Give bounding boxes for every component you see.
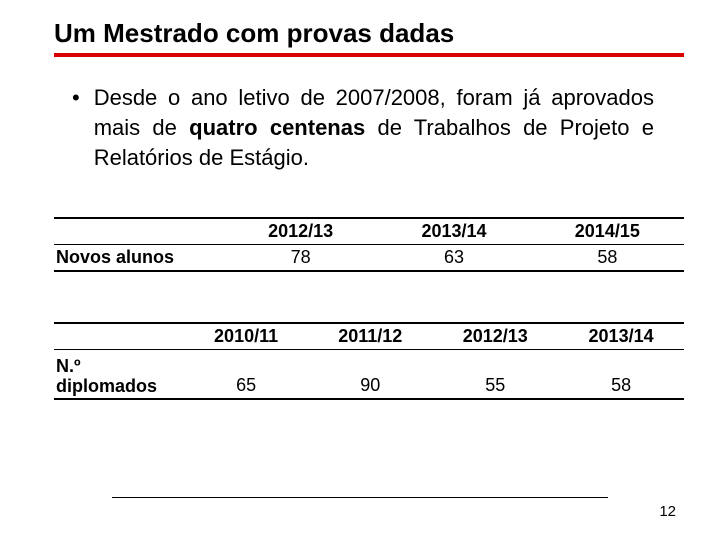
table-header: 2012/13 [432, 323, 558, 350]
table-row: 2012/13 2013/14 2014/15 [54, 218, 684, 245]
slide-title: Um Mestrado com provas dadas [54, 18, 684, 57]
bullet-block: • Desde o ano letivo de 2007/2008, foram… [64, 83, 654, 173]
table-rowlabel: Novos alunos [54, 245, 224, 272]
table-cell: 78 [224, 245, 377, 272]
bullet-marker: • [72, 83, 80, 173]
table-cell: 55 [432, 350, 558, 400]
table-cell: 58 [531, 245, 684, 272]
table-cell: 58 [558, 350, 684, 400]
table-header: 2014/15 [531, 218, 684, 245]
table-header: 2012/13 [224, 218, 377, 245]
table-header: 2011/12 [308, 323, 432, 350]
table-row: Novos alunos 78 63 58 [54, 245, 684, 272]
table-header-blank [54, 323, 184, 350]
table-row: N.º diplomados 65 90 55 58 [54, 350, 684, 400]
table-header: 2013/14 [377, 218, 530, 245]
bullet-text-bold: quatro centenas [189, 115, 365, 140]
page-number: 12 [659, 503, 676, 520]
table-header: 2013/14 [558, 323, 684, 350]
table-diplomados: 2010/11 2011/12 2012/13 2013/14 N.º dipl… [54, 322, 684, 400]
table-novos-alunos: 2012/13 2013/14 2014/15 Novos alunos 78 … [54, 217, 684, 272]
table-rowlabel: N.º diplomados [54, 350, 184, 400]
bullet-text: Desde o ano letivo de 2007/2008, foram j… [94, 83, 654, 173]
table-header: 2010/11 [184, 323, 308, 350]
table-cell: 63 [377, 245, 530, 272]
footer-divider [112, 497, 608, 498]
table-cell: 90 [308, 350, 432, 400]
table-header-blank [54, 218, 224, 245]
table-cell: 65 [184, 350, 308, 400]
table-row: 2010/11 2011/12 2012/13 2013/14 [54, 323, 684, 350]
